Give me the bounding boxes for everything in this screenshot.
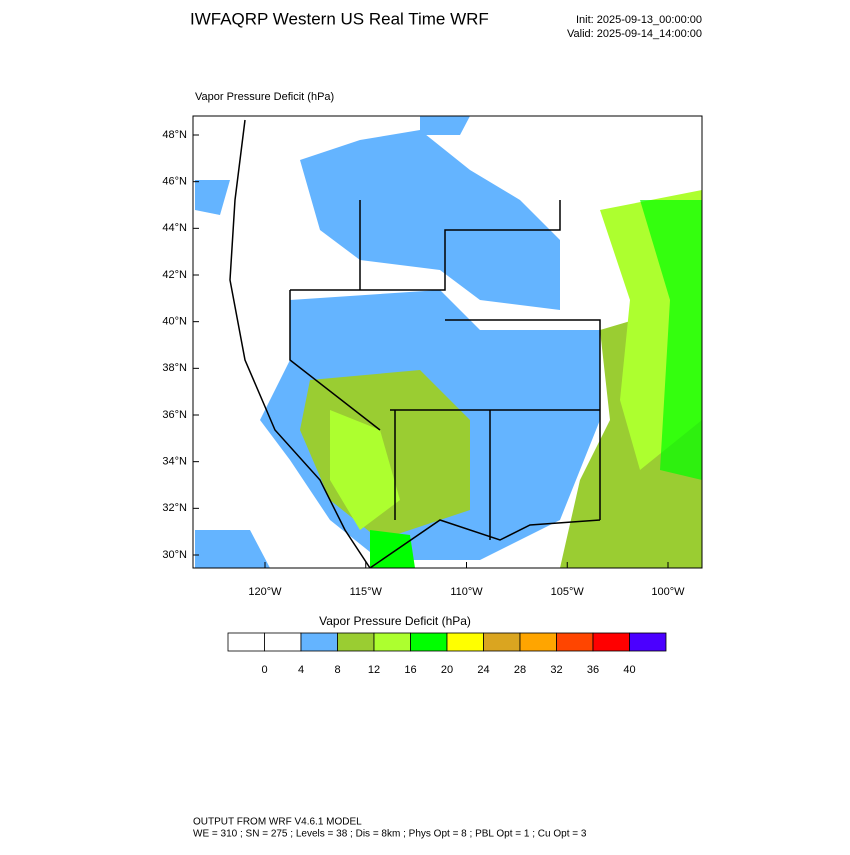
colorbar-label: 0 bbox=[261, 664, 267, 676]
lon-label: 110°W bbox=[450, 586, 483, 598]
colorbar-box bbox=[264, 632, 302, 652]
lat-label: 42°N bbox=[162, 269, 187, 281]
colorbar-label: 12 bbox=[368, 664, 380, 676]
init-time: Init: 2025-09-13_00:00:00 bbox=[576, 14, 702, 26]
colorbar-box bbox=[446, 632, 484, 652]
colorbar-box bbox=[483, 632, 521, 652]
lon-label: 120°W bbox=[248, 586, 282, 598]
footer-line: OUTPUT FROM WRF V4.6.1 MODEL bbox=[193, 817, 362, 828]
colorbar-label: 40 bbox=[623, 664, 635, 676]
lat-label: 40°N bbox=[162, 316, 187, 328]
lon-label: 100°W bbox=[651, 586, 685, 598]
lat-label: 32°N bbox=[162, 502, 187, 514]
colorbar-box bbox=[592, 632, 630, 652]
colorbar-box bbox=[337, 632, 375, 652]
colorbar-box bbox=[629, 632, 667, 652]
lat-label: 36°N bbox=[162, 409, 187, 421]
lon-label: 105°W bbox=[551, 586, 585, 598]
colorbar-label: 20 bbox=[441, 664, 453, 676]
lat-label: 34°N bbox=[162, 456, 187, 468]
colorbar-box bbox=[373, 632, 411, 652]
colorbar-box bbox=[300, 632, 338, 652]
colorbar-label: 4 bbox=[298, 664, 304, 676]
colorbar-label: 32 bbox=[550, 664, 562, 676]
valid-time: Valid: 2025-09-14_14:00:00 bbox=[567, 28, 702, 40]
lat-label: 46°N bbox=[162, 176, 187, 188]
footer-line: WE = 310 ; SN = 275 ; Levels = 38 ; Dis … bbox=[193, 829, 587, 840]
map-label: Vapor Pressure Deficit (hPa) bbox=[195, 91, 334, 103]
colorbar-label: 8 bbox=[334, 664, 340, 676]
colorbar-label: 36 bbox=[587, 664, 599, 676]
map-frame bbox=[192, 115, 703, 569]
colorbar-box bbox=[227, 632, 265, 652]
lon-label: 115°W bbox=[350, 586, 383, 598]
map-field bbox=[193, 116, 702, 568]
colorbar-label: 16 bbox=[404, 664, 416, 676]
title: IWFAQRP Western US Real Time WRF bbox=[190, 9, 489, 28]
lat-label: 30°N bbox=[162, 549, 187, 561]
colorbar-label: 24 bbox=[477, 664, 489, 676]
colorbar-box bbox=[410, 632, 448, 652]
lat-label: 38°N bbox=[162, 362, 187, 374]
colorbar-title: Vapor Pressure Deficit (hPa) bbox=[319, 614, 471, 628]
colorbar-label: 28 bbox=[514, 664, 526, 676]
lat-label: 48°N bbox=[162, 129, 187, 141]
colorbar-box bbox=[519, 632, 557, 652]
colorbar-box bbox=[556, 632, 594, 652]
lat-label: 44°N bbox=[162, 222, 187, 234]
